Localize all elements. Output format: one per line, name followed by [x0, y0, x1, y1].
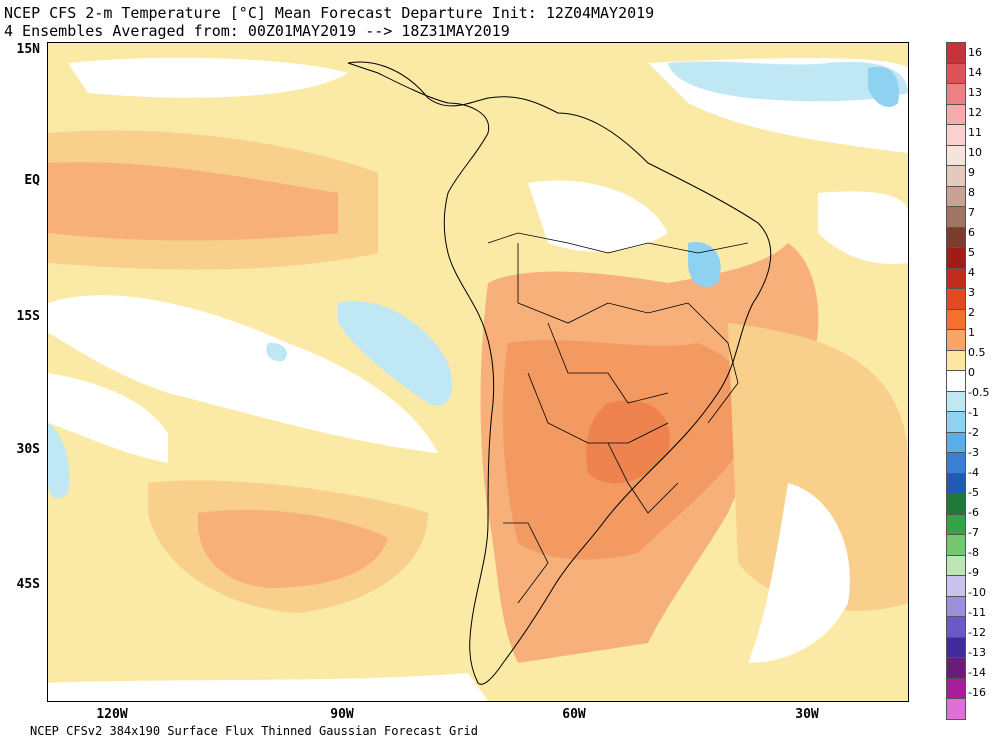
lon-label-90w: 90W	[330, 707, 354, 722]
legend-swatch	[946, 226, 966, 247]
legend-swatch	[946, 390, 966, 411]
legend-swatch	[946, 124, 966, 145]
legend-swatch	[946, 185, 966, 206]
legend-label: 13	[968, 86, 982, 99]
legend-label: -10	[968, 586, 986, 599]
legend-swatch	[946, 370, 966, 391]
legend-swatch	[946, 431, 966, 452]
legend-label: -9	[968, 566, 979, 579]
legend-label: -7	[968, 526, 979, 539]
legend-swatch	[946, 144, 966, 165]
legend-swatch	[946, 42, 966, 63]
legend-label: -6	[968, 506, 979, 519]
temperature-anomaly-map	[47, 42, 909, 702]
legend-label: 3	[968, 286, 975, 299]
legend-swatch	[946, 698, 966, 720]
legend-label: 6	[968, 226, 975, 239]
footer-caption: NCEP CFSv2 384x190 Surface Flux Thinned …	[30, 724, 478, 738]
legend-label: -3	[968, 446, 979, 459]
legend-label: 16	[968, 46, 982, 59]
legend-label: -0.5	[968, 386, 990, 399]
legend-swatch	[946, 62, 966, 83]
legend-swatch	[946, 308, 966, 329]
legend-swatch	[946, 636, 966, 657]
legend-swatch	[946, 452, 966, 473]
legend-label: 4	[968, 266, 975, 279]
chart-title-line2: 4 Ensembles Averaged from: 00Z01MAY2019 …	[4, 22, 510, 40]
lon-label-60w: 60W	[562, 707, 586, 722]
legend-label: 2	[968, 306, 975, 319]
legend-label: -4	[968, 466, 979, 479]
legend-label: -2	[968, 426, 979, 439]
legend-swatch	[946, 206, 966, 227]
lat-label-15n: 15N	[16, 42, 40, 57]
legend-swatch	[946, 513, 966, 534]
legend-label: -12	[968, 626, 986, 639]
legend-label: -8	[968, 546, 979, 559]
legend-label: 0	[968, 366, 975, 379]
legend-swatch	[946, 534, 966, 555]
legend-swatch	[946, 677, 966, 698]
legend-label: -16	[968, 686, 986, 699]
legend-swatch	[946, 329, 966, 350]
legend-swatch	[946, 83, 966, 104]
legend-swatch	[946, 575, 966, 596]
legend-label: 11	[968, 126, 982, 139]
legend-swatch	[946, 165, 966, 186]
legend-label: 7	[968, 206, 975, 219]
legend-swatch	[946, 103, 966, 124]
legend-label: 8	[968, 186, 975, 199]
lon-label-30w: 30W	[795, 707, 819, 722]
map-canvas	[48, 43, 908, 701]
legend-swatch	[946, 472, 966, 493]
legend-label: 14	[968, 66, 982, 79]
legend-label: 0.5	[968, 346, 986, 359]
legend-label: 5	[968, 246, 975, 259]
legend-swatch	[946, 554, 966, 575]
legend-swatch	[946, 267, 966, 288]
legend-swatch	[946, 616, 966, 637]
legend-label: 10	[968, 146, 982, 159]
lat-label-30s: 30S	[16, 442, 40, 457]
legend-label: -14	[968, 666, 986, 679]
lat-label-45s: 45S	[16, 577, 40, 592]
lat-label-15s: 15S	[16, 309, 40, 324]
legend-label: 1	[968, 326, 975, 339]
legend-swatch	[946, 288, 966, 309]
legend-swatch	[946, 657, 966, 678]
legend-swatch	[946, 411, 966, 432]
legend-label: -11	[968, 606, 986, 619]
legend-swatch	[946, 349, 966, 370]
color-legend	[946, 42, 966, 720]
legend-label: 9	[968, 166, 975, 179]
legend-label: 12	[968, 106, 982, 119]
legend-label: -13	[968, 646, 986, 659]
lon-label-120w: 120W	[96, 707, 128, 722]
legend-swatch	[946, 595, 966, 616]
legend-label: -5	[968, 486, 979, 499]
legend-swatch	[946, 493, 966, 514]
lat-label-eq: EQ	[24, 173, 40, 188]
legend-label: -1	[968, 406, 979, 419]
legend-swatch	[946, 247, 966, 268]
chart-title-line1: NCEP CFS 2-m Temperature [°C] Mean Forec…	[4, 4, 655, 22]
